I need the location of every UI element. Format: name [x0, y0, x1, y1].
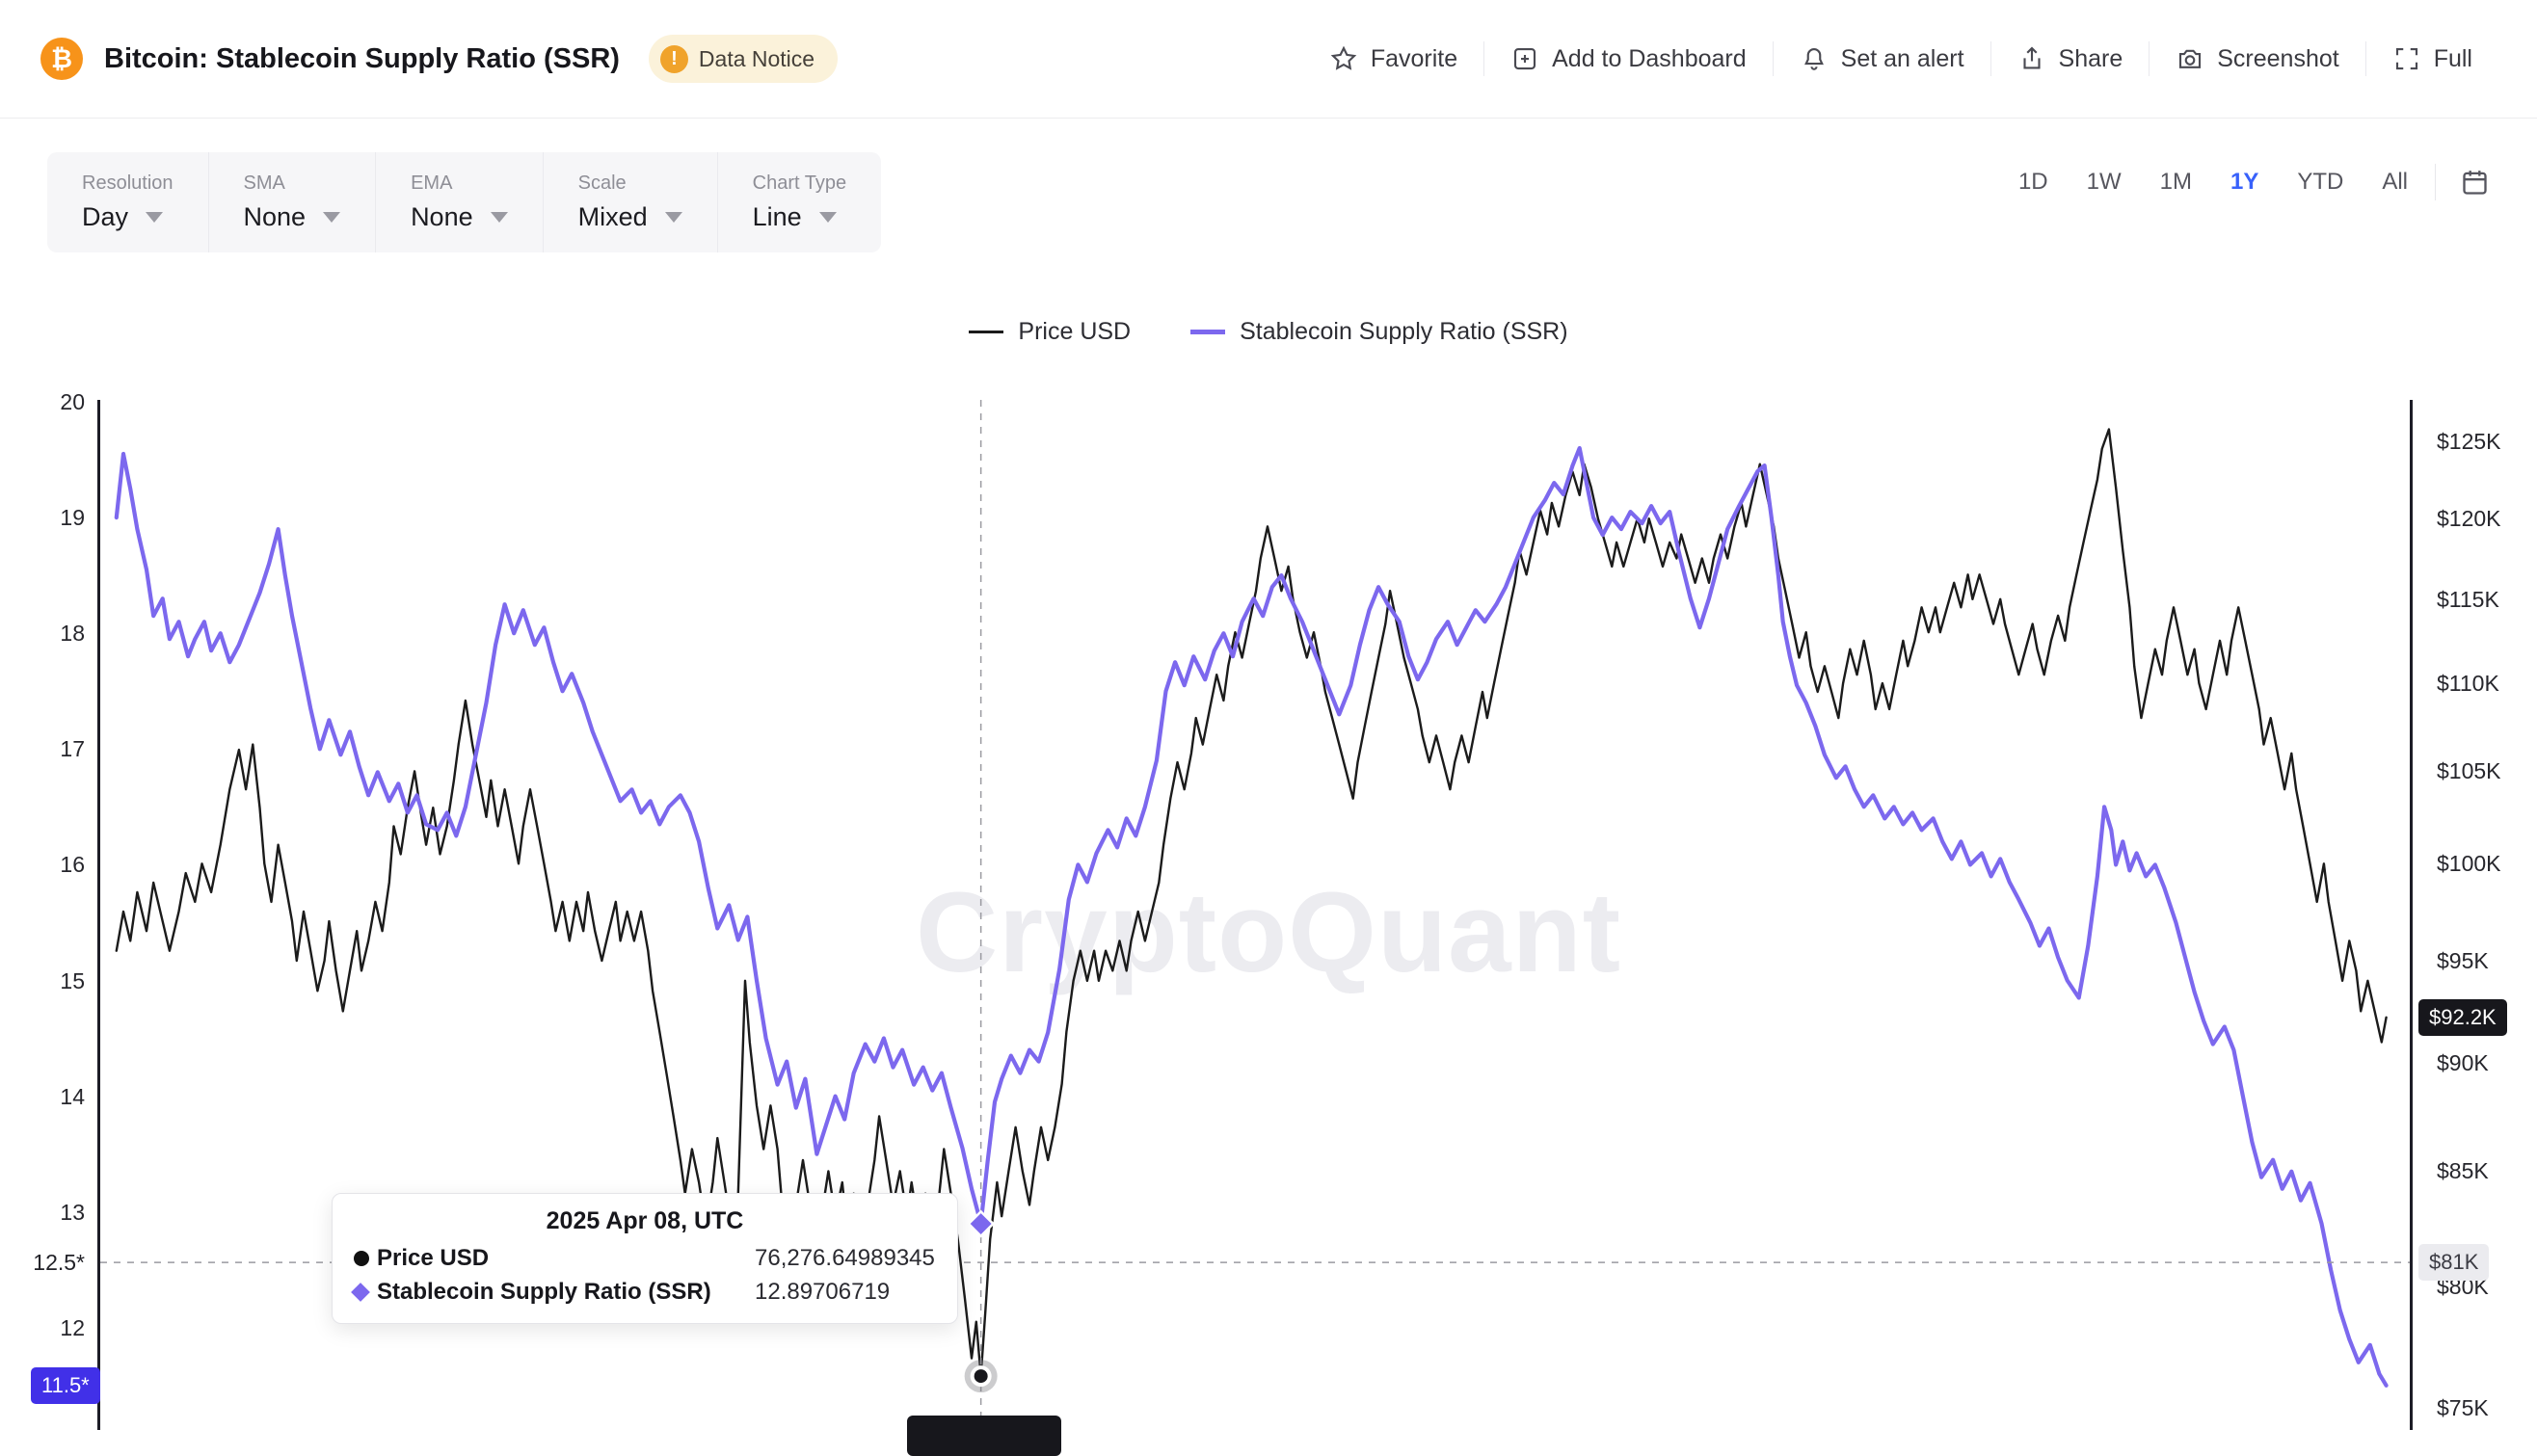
fullscreen-label: Full	[2433, 44, 2472, 72]
star-icon	[1330, 45, 1357, 70]
ssr-line	[114, 445, 2389, 1388]
cryptoquant-watermark: CryptoQuant	[915, 869, 1622, 996]
divider	[1990, 41, 1991, 76]
price-crosshair-marker	[974, 1369, 988, 1384]
divider	[1772, 41, 1774, 76]
header: ₿ Bitcoin: Stablecoin Supply Ratio (SSR)…	[0, 0, 2537, 119]
price-dot-icon	[354, 1251, 377, 1266]
calendar-icon	[2463, 170, 2487, 195]
chart-type-dropdown[interactable]: Chart Type Line	[718, 152, 881, 252]
ssr-line-swatch	[1190, 330, 1226, 334]
bitcoin-icon: ₿	[40, 38, 83, 80]
range-1m-button[interactable]: 1M	[2159, 169, 2192, 195]
price-line	[115, 428, 2388, 1378]
chart-type-value: Line	[752, 202, 802, 231]
toolbar: Resolution Day SMA None EMA None Scale M…	[47, 152, 2498, 252]
divider	[1483, 41, 1485, 76]
add-to-dashboard-button[interactable]: Add to Dashboard	[1484, 44, 1773, 73]
exclamation-icon: !	[659, 44, 688, 73]
chart-legend: Price USD Stablecoin Supply Ratio (SSR)	[0, 318, 2537, 346]
sma-value: None	[243, 202, 307, 231]
range-1d-button[interactable]: 1D	[2017, 169, 2048, 195]
divider	[2435, 164, 2436, 200]
scale-label: Scale	[577, 172, 627, 194]
right-axis-line	[2410, 400, 2413, 1430]
page-title: Bitcoin: Stablecoin Supply Ratio (SSR)	[104, 42, 620, 74]
divider	[2149, 41, 2150, 76]
chart-type-label: Chart Type	[752, 172, 847, 194]
resolution-label: Resolution	[82, 172, 174, 194]
set-alert-button[interactable]: Set an alert	[1774, 44, 1990, 73]
tooltip-ssr-label: Stablecoin Supply Ratio (SSR)	[377, 1279, 711, 1305]
camera-icon	[2179, 49, 2202, 68]
legend-price-usd[interactable]: Price USD	[969, 318, 1131, 346]
left-axis-line	[97, 400, 100, 1430]
divider	[2364, 41, 2366, 76]
header-actions: Favorite Add to Dashboard Set an alert S…	[1303, 41, 2498, 76]
range-1y-button[interactable]: 1Y	[2230, 169, 2259, 195]
share-button[interactable]: Share	[1991, 44, 2150, 73]
ssr-diamond-icon	[354, 1285, 377, 1299]
screenshot-button[interactable]: Screenshot	[2150, 44, 2364, 73]
dashboard-add-icon	[1514, 47, 1536, 70]
legend-ssr-label: Stablecoin Supply Ratio (SSR)	[1240, 318, 1568, 345]
favorite-label: Favorite	[1370, 44, 1458, 72]
share-label: Share	[2058, 44, 2123, 72]
sma-dropdown[interactable]: SMA None	[209, 152, 377, 252]
tooltip-row-price: Price USD 76,276.64989345	[354, 1245, 936, 1272]
ssr-last-value-badge: 11.5*	[31, 1366, 100, 1404]
screenshot-label: Screenshot	[2217, 44, 2339, 72]
price-last-value-badge: $92.2K	[2418, 998, 2507, 1036]
bell-icon	[1803, 47, 1824, 70]
range-1w-button[interactable]: 1W	[2086, 169, 2122, 195]
chevron-down-icon	[146, 212, 164, 223]
x-axis-crosshair-badge	[907, 1416, 1061, 1456]
ssr-crosshair-marker	[967, 1209, 996, 1238]
scale-value: Mixed	[577, 202, 648, 231]
range-selector: 1D 1W 1M 1Y YTD All	[1999, 152, 2498, 212]
chevron-down-icon	[490, 212, 508, 223]
price-line-swatch	[969, 331, 1004, 333]
tooltip-price-label: Price USD	[377, 1245, 490, 1271]
add-to-dashboard-label: Add to Dashboard	[1552, 44, 1747, 72]
expand-icon	[2395, 47, 2417, 70]
chevron-down-icon	[323, 212, 341, 223]
ema-value: None	[411, 202, 473, 231]
sma-label: SMA	[243, 172, 285, 194]
legend-ssr[interactable]: Stablecoin Supply Ratio (SSR)	[1190, 318, 1568, 346]
set-alert-label: Set an alert	[1840, 44, 1964, 72]
left-crosshair-value: 12.5*	[0, 1247, 85, 1280]
share-icon	[2022, 46, 2041, 69]
range-all-button[interactable]: All	[2382, 169, 2408, 195]
chart-plot[interactable]	[0, 400, 2537, 1430]
legend-price-label: Price USD	[1018, 318, 1132, 345]
chevron-down-icon	[664, 212, 682, 223]
data-notice-label: Data Notice	[698, 45, 815, 71]
data-notice-badge[interactable]: ! Data Notice	[648, 35, 839, 83]
resolution-dropdown[interactable]: Resolution Day	[47, 152, 209, 252]
ema-dropdown[interactable]: EMA None	[376, 152, 544, 252]
ema-label: EMA	[411, 172, 453, 194]
scale-dropdown[interactable]: Scale Mixed	[544, 152, 718, 252]
tooltip-price-value: 76,276.64989345	[755, 1245, 935, 1271]
favorite-button[interactable]: Favorite	[1303, 44, 1483, 73]
tooltip-row-ssr: Stablecoin Supply Ratio (SSR) 12.8970671…	[354, 1279, 936, 1306]
tooltip-date: 2025 Apr 08, UTC	[546, 1207, 744, 1234]
calendar-button[interactable]	[2444, 152, 2498, 212]
chart-controls: Resolution Day SMA None EMA None Scale M…	[47, 152, 882, 252]
resolution-value: Day	[82, 202, 129, 231]
tooltip-ssr-value: 12.89706719	[755, 1279, 891, 1305]
range-ytd-button[interactable]: YTD	[2297, 169, 2344, 195]
fullscreen-button[interactable]: Full	[2366, 44, 2498, 73]
price-crosshair-value-badge: $81K	[2418, 1244, 2490, 1282]
chart-tooltip: 2025 Apr 08, UTC Price USD 76,276.649893…	[332, 1193, 958, 1324]
chevron-down-icon	[818, 212, 837, 223]
